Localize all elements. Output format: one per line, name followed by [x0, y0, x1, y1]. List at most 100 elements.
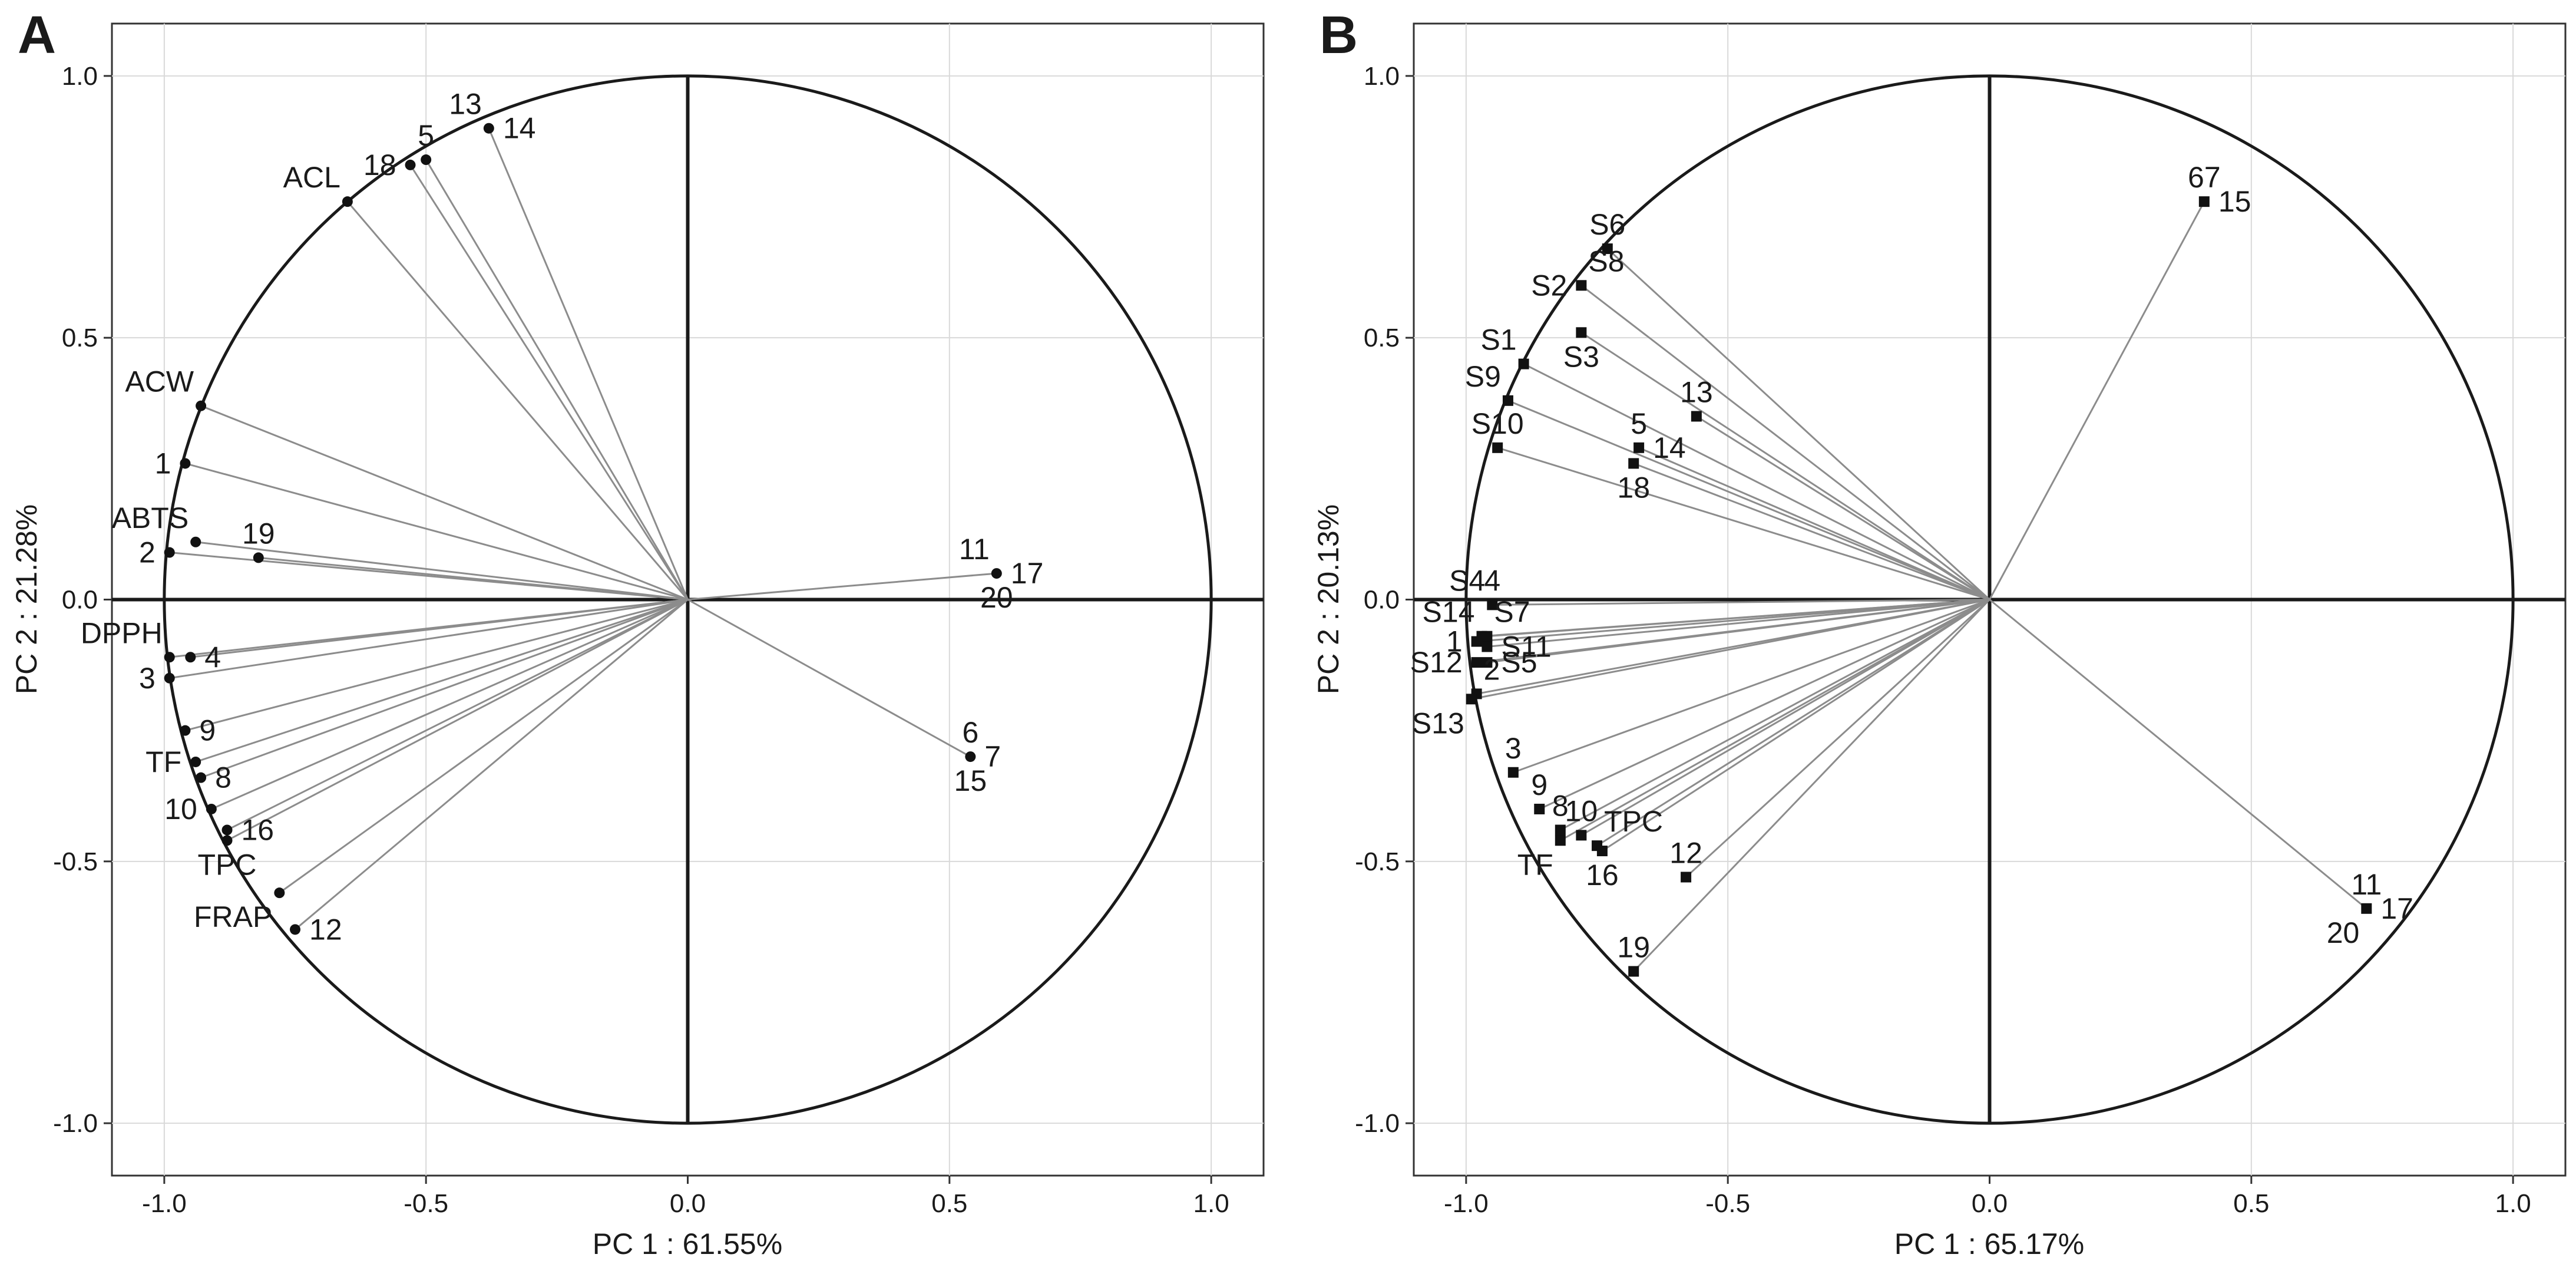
point-label: 19	[242, 517, 275, 550]
loading-vector	[226, 599, 689, 841]
y-tick-label: -1.0	[53, 1109, 98, 1138]
loading-point	[1471, 657, 1482, 668]
point-label: 17	[1011, 557, 1044, 590]
point-label: DPPH	[81, 616, 163, 649]
point-label: TF	[146, 745, 181, 778]
point-label: 16	[1586, 859, 1619, 892]
loading-vector	[687, 572, 997, 600]
loading-vector	[1989, 201, 2205, 600]
point-label: 11	[959, 533, 990, 566]
point-label: ACL	[283, 161, 340, 194]
point-label: ACW	[125, 365, 194, 398]
point-label: 8	[1552, 790, 1569, 823]
point-label: 8	[215, 761, 232, 794]
loading-vector	[1471, 599, 1990, 700]
point-label: 14	[1653, 431, 1686, 464]
point-label: 9	[199, 714, 216, 747]
loading-vector	[200, 405, 689, 600]
loading-point	[342, 196, 353, 207]
loading-vector	[346, 201, 689, 600]
y-tick-label: -0.5	[53, 847, 98, 876]
panel-letter: B	[1320, 6, 1358, 65]
loading-vector	[425, 159, 689, 600]
loading-point	[965, 751, 976, 763]
loading-point	[1502, 395, 1513, 406]
point-label: 5	[418, 119, 434, 152]
y-tick-label: 1.0	[62, 62, 98, 91]
x-tick-label: -1.0	[1444, 1189, 1489, 1218]
point-label: 10	[164, 793, 197, 826]
x-tick-label: 1.0	[1193, 1189, 1229, 1218]
point-label: 3	[139, 662, 156, 695]
point-label: 17	[2380, 892, 2413, 925]
loading-point	[1534, 803, 1545, 814]
loading-point	[221, 824, 233, 836]
loading-point	[1633, 442, 1645, 453]
loading-vector	[1633, 599, 1990, 972]
loading-point	[1482, 657, 1493, 668]
loading-point	[2361, 903, 2372, 914]
loading-point	[1576, 280, 1587, 291]
loading-vector	[1638, 447, 1990, 600]
panel-letter: A	[18, 6, 56, 65]
loading-vector	[1596, 599, 1990, 847]
point-label: 20	[980, 581, 1013, 614]
point-label: TPC	[198, 848, 257, 881]
x-tick-label: 0.5	[931, 1189, 967, 1218]
loading-vector	[1507, 400, 1990, 600]
loading-vector	[1606, 248, 1990, 600]
point-label: 10	[1565, 794, 1598, 827]
loading-vector	[196, 541, 688, 600]
loading-vectors	[1471, 201, 2367, 972]
loading-point	[1596, 846, 1608, 857]
point-label: 13	[1680, 375, 1713, 408]
loading-point	[1691, 411, 1702, 422]
loading-vector	[409, 164, 689, 600]
point-label: 67	[2188, 161, 2221, 194]
point-label: S6	[1589, 208, 1625, 241]
point-label: S4	[1449, 564, 1485, 597]
point-label: 13	[449, 88, 482, 121]
x-tick-label: 0.5	[2233, 1189, 2269, 1218]
loading-point	[164, 547, 175, 558]
point-label: 2	[139, 536, 156, 569]
loading-vector	[295, 599, 689, 930]
y-tick-label: -0.5	[1355, 847, 1400, 876]
x-tick-label: 1.0	[2495, 1189, 2531, 1218]
loading-vector	[1989, 599, 2367, 909]
x-axis-title: PC 1 : 65.17%	[1894, 1227, 2084, 1260]
loading-point	[483, 123, 494, 134]
loading-vector	[279, 599, 689, 894]
loading-vector	[1580, 332, 1990, 600]
loading-point	[180, 725, 191, 736]
loading-vector	[1580, 599, 1990, 836]
y-tick-label: 0.5	[1364, 324, 1400, 352]
point-label: 18	[363, 148, 396, 181]
loading-vector	[211, 599, 689, 810]
loading-vector	[1539, 599, 1990, 810]
loading-point	[206, 803, 217, 814]
y-tick-label: 0.0	[62, 586, 98, 615]
loading-point	[190, 756, 201, 767]
loading-vector	[1685, 599, 1990, 878]
point-label: S5	[1501, 646, 1537, 679]
point-label: 1	[1446, 625, 1463, 658]
loading-vector	[1523, 363, 1990, 600]
point-label: 5	[1631, 407, 1647, 440]
loading-point	[1466, 694, 1477, 705]
loading-point	[164, 672, 175, 684]
point-label: 18	[1617, 471, 1650, 504]
loading-vector	[1476, 599, 1990, 643]
loading-vector	[200, 599, 689, 779]
loading-point	[1681, 872, 1692, 883]
loading-vector	[195, 599, 688, 763]
loading-point	[190, 536, 201, 547]
point-label: FRAP	[194, 900, 272, 933]
loading-point	[196, 772, 207, 783]
loading-vectors	[169, 128, 997, 930]
x-tick-label: 0.0	[1972, 1189, 2008, 1218]
pca-panel-a: A -1.0 -0.5 0.0 0.5 1.0-1.0-0.50.00.51.0 131…	[10, 6, 1265, 1260]
loading-vector	[226, 599, 689, 831]
point-label: TF	[1517, 848, 1553, 881]
